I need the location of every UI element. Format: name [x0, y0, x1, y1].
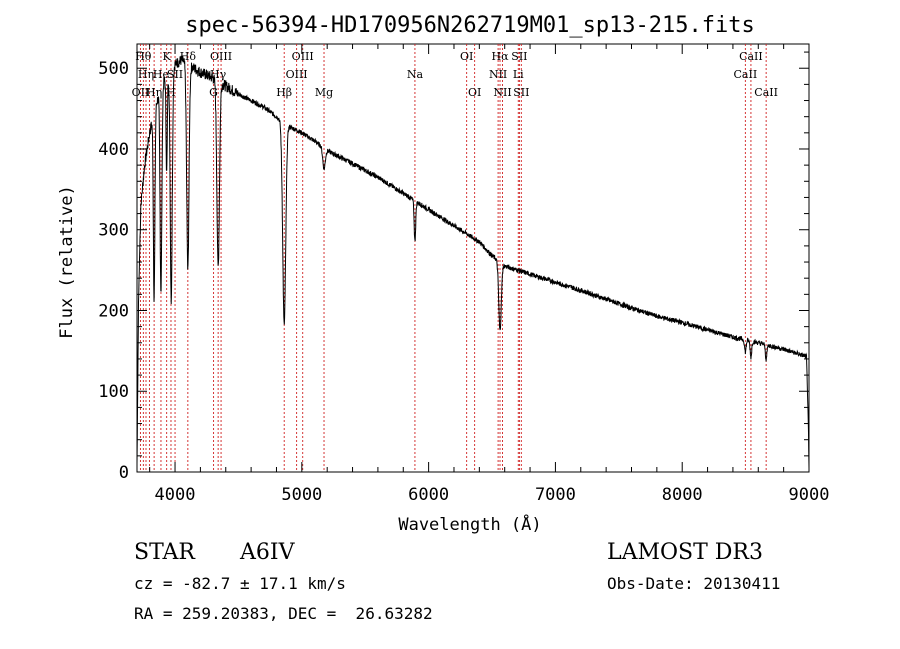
marker-label: G	[209, 86, 218, 99]
marker-label: CaII	[739, 50, 763, 63]
marker-label: OI	[460, 50, 473, 63]
emission-line-markers	[139, 44, 767, 472]
marker-label: OIII	[210, 50, 232, 63]
marker-label: OII	[132, 86, 150, 99]
marker-label: NII	[489, 68, 507, 81]
x-tick-label: 4000	[155, 485, 196, 505]
spectrum-series-line	[136, 55, 810, 469]
marker-label: Li	[513, 68, 524, 81]
y-tick-label: 200	[98, 301, 129, 321]
y-axis-label: Flux (relative)	[57, 185, 77, 339]
marker-label: H	[166, 86, 176, 99]
marker-label: CaII	[734, 68, 758, 81]
chart-title: spec-56394-HD170956N262719M01_sp13-215.f…	[185, 13, 755, 38]
y-axis-ticks: 0 100 200 300 400 500	[98, 51, 809, 483]
marker-label: OIII	[286, 68, 308, 81]
x-tick-label: 7000	[535, 485, 576, 505]
x-tick-label: 8000	[662, 485, 703, 505]
x-tick-label: 5000	[281, 485, 322, 505]
marker-label: SII	[511, 50, 527, 63]
redshift-velocity: cz = -82.7 ± 17.1 km/s	[134, 574, 346, 593]
marker-label: Na	[407, 68, 424, 81]
marker-label: SII	[167, 68, 183, 81]
x-tick-label: 6000	[408, 485, 449, 505]
x-axis-ticks: 4000 5000 6000 7000 8000 9000	[149, 44, 830, 505]
marker-label: He	[153, 68, 169, 81]
observation-date: Obs-Date: 20130411	[607, 574, 781, 593]
marker-label: Hη	[138, 68, 154, 81]
marker-label: CaII	[754, 86, 778, 99]
y-tick-label: 0	[119, 463, 129, 483]
marker-label: K	[163, 50, 172, 63]
marker-label: Hβ	[276, 86, 292, 99]
marker-label: SII	[513, 86, 529, 99]
marker-label: OI	[468, 86, 481, 99]
line-labels: OIIHθHηHηHeKHSIIHδGHγOIIIHβOIIIOIIIMgNaO…	[132, 50, 778, 99]
survey-name: LAMOST DR3	[607, 540, 763, 565]
x-tick-label: 9000	[789, 485, 830, 505]
y-tick-label: 100	[98, 382, 129, 402]
marker-label: Hθ	[135, 50, 152, 63]
y-tick-label: 400	[98, 140, 129, 160]
object-class: STAR	[134, 540, 195, 565]
marker-label: OIII	[292, 50, 314, 63]
marker-label: Hα	[491, 50, 509, 63]
marker-label: NII	[493, 86, 511, 99]
object-subclass: A6IV	[240, 540, 295, 565]
x-axis-label: Wavelength (Å)	[398, 513, 541, 535]
y-tick-label: 300	[98, 221, 129, 241]
marker-label: Hη	[146, 86, 162, 99]
marker-label: Mg	[315, 86, 333, 99]
y-tick-label: 500	[98, 59, 129, 79]
plot-frame	[136, 43, 810, 473]
coordinates: RA = 259.20383, DEC = 26.63282	[134, 604, 433, 623]
